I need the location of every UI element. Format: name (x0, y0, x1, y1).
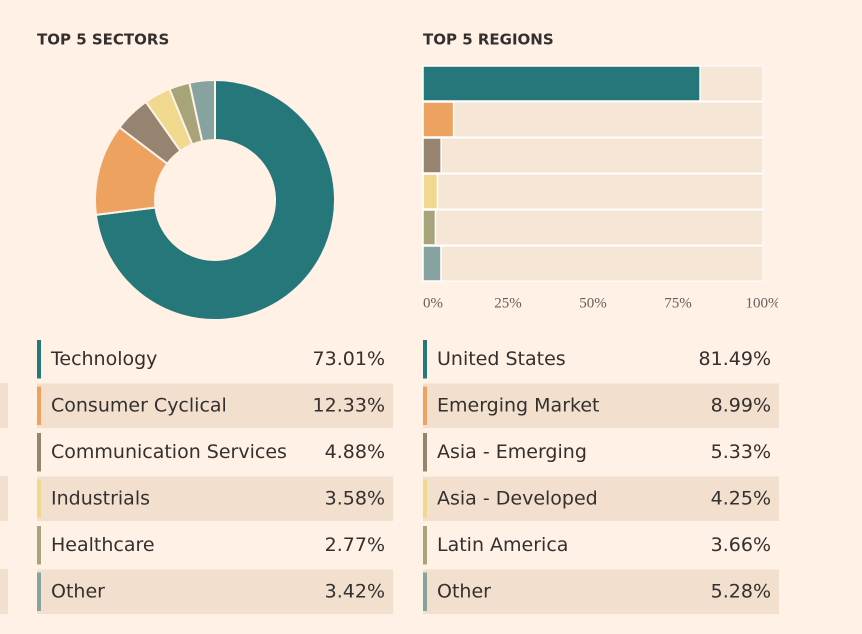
legend-label: United States (437, 348, 566, 370)
bar (422, 245, 442, 282)
donut-segment (188, 78, 216, 143)
bar (422, 65, 701, 102)
legend-value: 4.25% (711, 487, 771, 509)
legend-label: Other (437, 580, 491, 602)
bar-track (422, 173, 764, 210)
legend-value: 5.33% (711, 441, 771, 463)
bar-track (422, 137, 764, 174)
chart-title: TOP 5 REGIONS (423, 31, 554, 49)
legend-value: 12.33% (313, 394, 385, 416)
legend-swatch (37, 386, 41, 425)
row-background (37, 476, 393, 521)
bar (422, 137, 442, 174)
legend-label: Asia - Emerging (437, 441, 587, 463)
legend-value: 73.01% (313, 348, 385, 370)
row-background (37, 383, 393, 428)
legend-label: Latin America (437, 534, 568, 556)
legend-value: 3.58% (325, 487, 385, 509)
legend-swatch (423, 479, 427, 518)
legend-value: 81.49% (699, 348, 771, 370)
x-tick-label: 100% (746, 295, 781, 311)
legend-label: Consumer Cyclical (51, 394, 227, 416)
bar-track (422, 101, 764, 138)
legend-value: 5.28% (711, 580, 771, 602)
x-tick-label: 0% (423, 295, 443, 311)
x-tick-label: 75% (664, 295, 692, 311)
bar-track (422, 209, 764, 246)
bar (422, 173, 439, 210)
row-background (0, 476, 8, 521)
legend-value: 8.99% (711, 394, 771, 416)
legend-label: Communication Services (51, 441, 287, 463)
legend-swatch (423, 572, 427, 611)
x-tick-label: 50% (579, 295, 607, 311)
row-background (0, 569, 8, 614)
legend-value: 4.88% (325, 441, 385, 463)
legend-label: Healthcare (51, 534, 155, 556)
legend-label: Technology (50, 348, 157, 370)
legend-value: 3.66% (711, 534, 771, 556)
row-background (0, 383, 8, 428)
legend-swatch (37, 479, 41, 518)
legend-swatch (37, 526, 41, 565)
row-background (423, 476, 779, 521)
legend-swatch (423, 433, 427, 472)
row-background (423, 383, 779, 428)
legend-swatch (37, 572, 41, 611)
legend-label: Other (51, 580, 105, 602)
legend-value: 2.77% (325, 534, 385, 556)
row-background (423, 569, 779, 614)
legend-label: Emerging Market (437, 394, 599, 416)
legend-label: Industrials (51, 487, 150, 509)
legend-value: 3.42% (325, 580, 385, 602)
legend-label: Asia - Developed (437, 487, 598, 509)
legend-swatch (423, 386, 427, 425)
donut-segment (94, 78, 336, 321)
row-background (37, 569, 393, 614)
bar-track (422, 245, 764, 282)
legend-swatch (37, 433, 41, 472)
chart-title: TOP 5 SECTORS (37, 31, 169, 49)
bar (422, 209, 437, 246)
bar (422, 101, 455, 138)
bar-area: 0% 25% 50% 75% 100% (422, 65, 781, 311)
legend-swatch (37, 340, 41, 379)
legend-swatch (423, 340, 427, 379)
x-tick-label: 25% (494, 295, 522, 311)
legend-swatch (423, 526, 427, 565)
